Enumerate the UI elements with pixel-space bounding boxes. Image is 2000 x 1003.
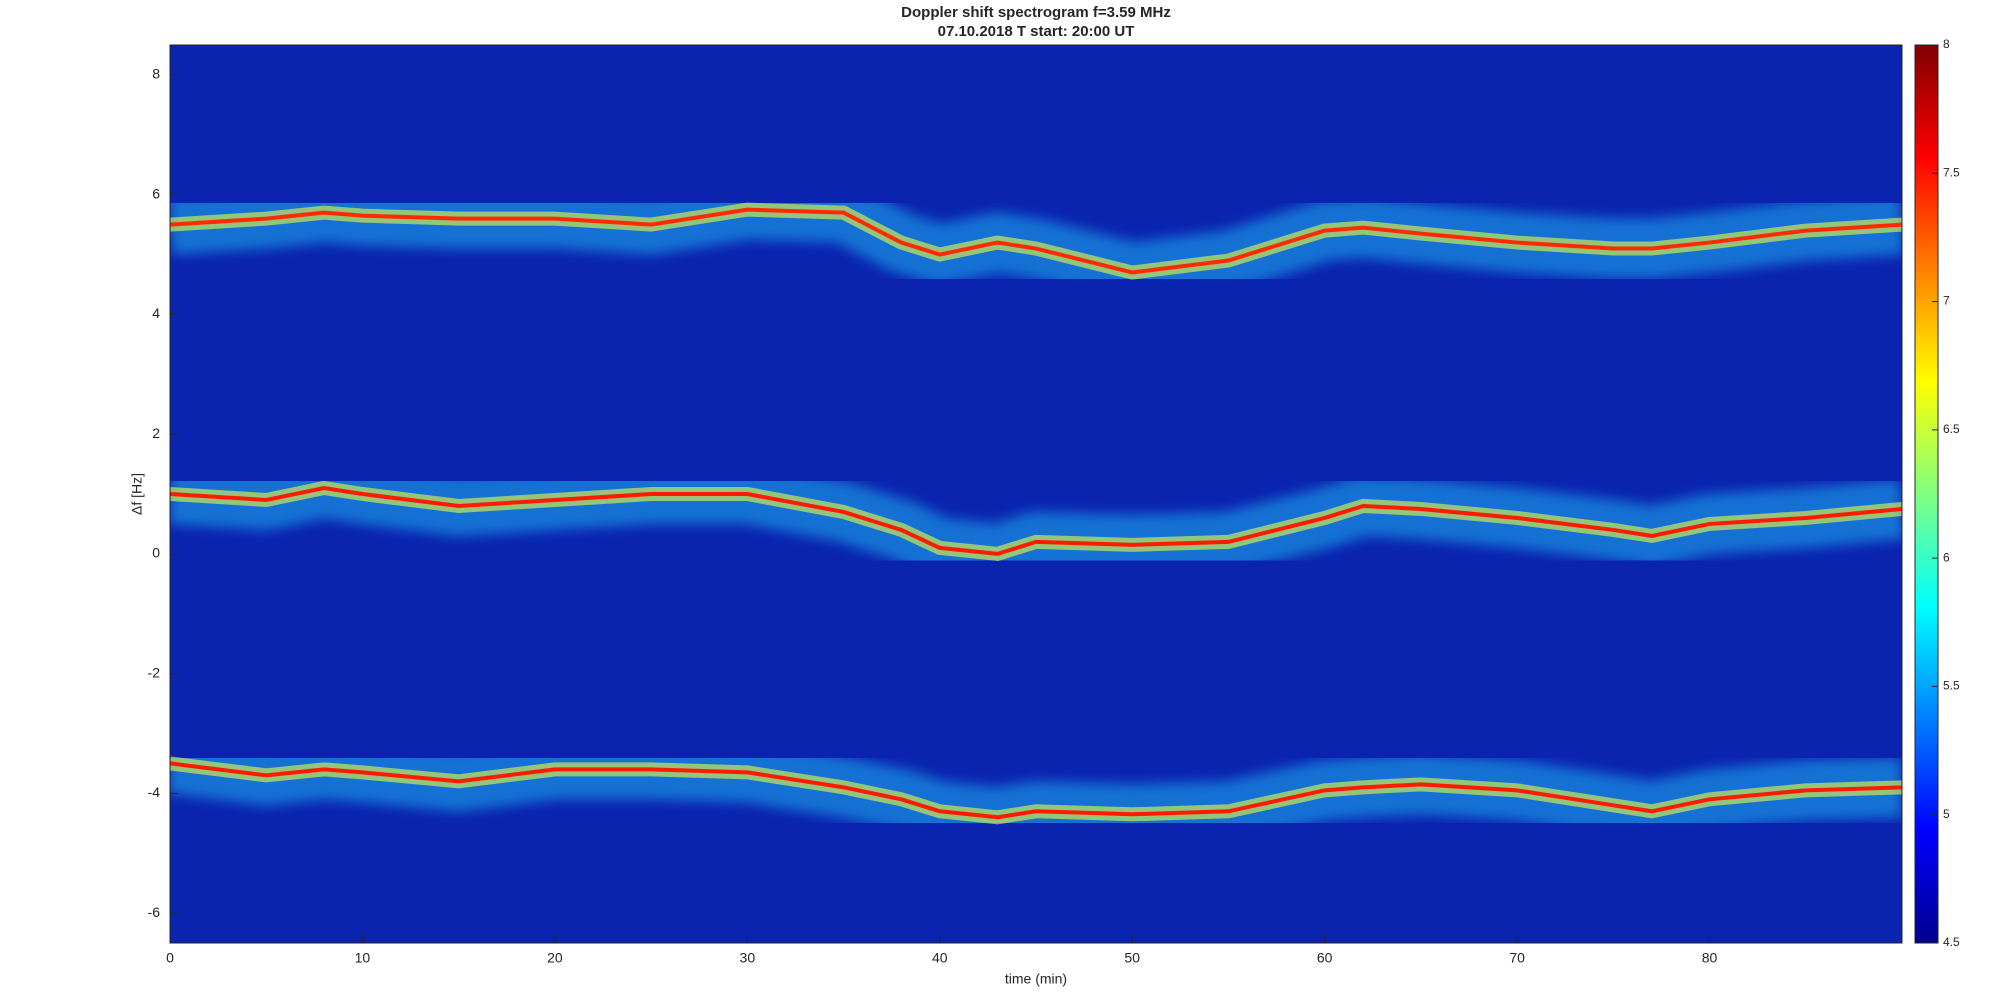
x-tick-label: 50 [1124,950,1140,966]
x-tick-label: 30 [740,950,756,966]
x-tick-label: 70 [1509,950,1525,966]
x-tick-label: 80 [1702,950,1718,966]
plot-frame [169,44,1903,944]
colorbar [1914,44,1939,944]
trace [170,761,1902,820]
y-tick-label: 6 [152,185,160,201]
colorbar-tick-label: 5.5 [1943,679,1960,693]
x-tick-label: 40 [932,950,948,966]
chart-subtitle: 07.10.2018 T start: 20:00 UT [938,23,1135,40]
colorbar-tick-label: 4.5 [1943,935,1960,949]
trace [170,207,1902,275]
plot-area [170,45,1902,943]
colorbar-tick-label: 8 [1943,37,1950,51]
y-tick-label: -4 [148,784,161,800]
y-tick-label: 4 [152,305,160,321]
colorbar-tick-label: 7 [1943,294,1950,308]
colorbar-tick-label: 7.5 [1943,165,1960,179]
x-tick-label: 10 [355,950,371,966]
colorbar-tick-label: 6 [1943,550,1950,564]
colorbar-tick-label: 6.5 [1943,422,1960,436]
x-tick-label: 0 [166,950,174,966]
y-tick-label: 2 [152,425,160,441]
y-tick-label: -6 [148,904,161,920]
y-tick-label: -2 [148,664,161,680]
x-tick-label: 20 [547,950,563,966]
y-tick-label: 0 [152,545,160,561]
y-tick-label: 8 [152,66,160,82]
y-axis-label: Δf [Hz] [129,473,145,515]
trace [170,485,1902,556]
x-tick-label: 60 [1317,950,1333,966]
chart-title: Doppler shift spectrogram f=3.59 MHz [901,4,1171,21]
x-axis-label: time (min) [1005,971,1067,987]
colorbar-tick-label: 5 [1943,807,1950,821]
